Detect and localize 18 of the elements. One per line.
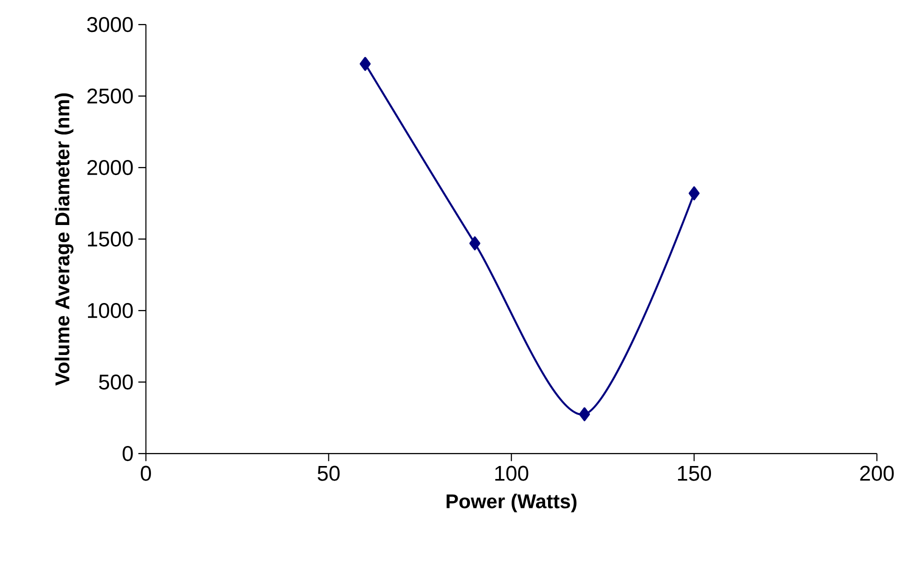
y-tick-label: 2500 xyxy=(87,88,133,104)
y-tick-label: 1000 xyxy=(88,302,133,318)
point xyxy=(579,407,590,422)
y-tick-label: 500 xyxy=(99,374,133,390)
x-tick-label: 200 xyxy=(860,466,894,481)
y-tick-label: 2000 xyxy=(87,160,133,176)
point xyxy=(469,236,480,250)
point xyxy=(360,56,371,71)
x-tick-label: 100 xyxy=(495,466,528,481)
y-tick-label: 3000 xyxy=(87,16,133,32)
y-axis-title: Volume Average Diameter (nm) xyxy=(54,93,74,386)
y-tick-label: 1500 xyxy=(88,231,133,246)
x-tick-label: 0 xyxy=(140,466,151,481)
x-axis-title: Power (Watts) xyxy=(446,494,576,512)
y-tick-label: 0 xyxy=(122,446,133,461)
point xyxy=(688,186,700,200)
x-tick-label: 150 xyxy=(678,466,712,481)
x-tick-label: 50 xyxy=(318,466,340,481)
